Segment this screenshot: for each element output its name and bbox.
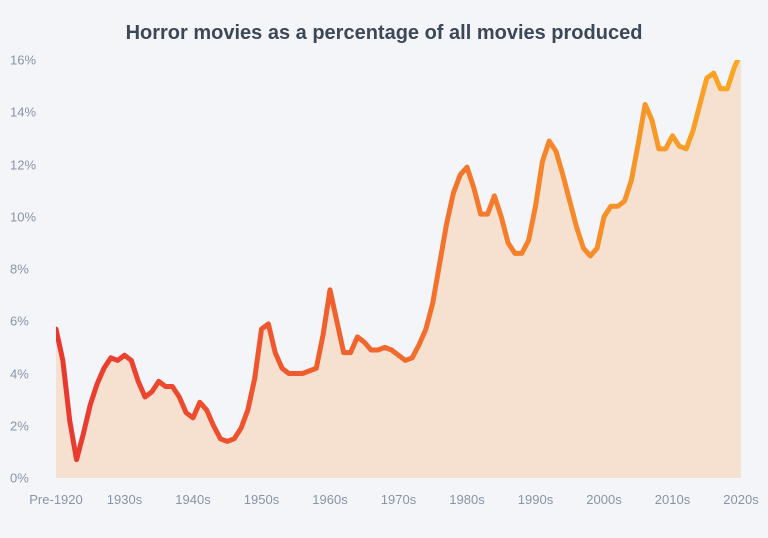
x-tick-label: 1990s (518, 492, 553, 507)
y-tick-label: 4% (10, 366, 29, 381)
y-tick-label: 16% (10, 53, 36, 68)
y-tick-label: 2% (10, 418, 29, 433)
y-tick-label: 0% (10, 471, 29, 486)
x-tick-label: 1930s (107, 492, 142, 507)
y-tick-label: 8% (10, 262, 29, 277)
x-tick-label: 1960s (312, 492, 347, 507)
x-tick-label: 1970s (381, 492, 416, 507)
y-tick-label: 14% (10, 105, 36, 120)
horror-movies-chart: Horror movies as a percentage of all mov… (0, 0, 768, 538)
x-tick-label: 1950s (244, 492, 279, 507)
y-tick-label: 12% (10, 157, 36, 172)
x-tick-label: 1940s (175, 492, 210, 507)
y-tick-label: 6% (10, 314, 29, 329)
x-tick-label: 2000s (586, 492, 621, 507)
x-tick-label: 2020s (723, 492, 758, 507)
area-fill (56, 60, 741, 478)
y-tick-label: 10% (10, 209, 36, 224)
x-tick-label: Pre-1920 (29, 492, 82, 507)
x-tick-label: 1980s (449, 492, 484, 507)
chart-plot-area (56, 60, 741, 478)
chart-title: Horror movies as a percentage of all mov… (0, 22, 768, 45)
x-tick-label: 2010s (655, 492, 690, 507)
